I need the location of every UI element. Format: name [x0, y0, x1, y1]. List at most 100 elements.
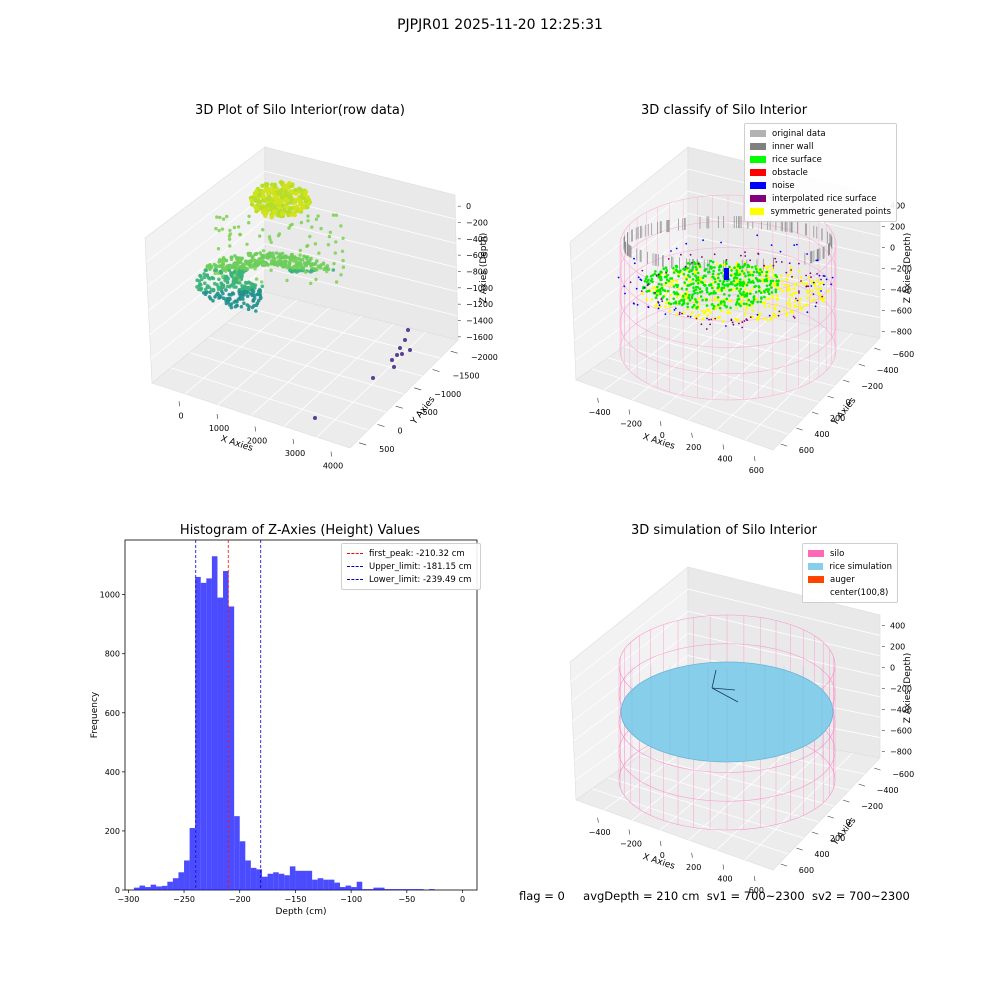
classify-gridline — [591, 368, 789, 435]
raw-point — [311, 266, 316, 271]
classify-rice-surface-point — [720, 300, 723, 304]
classify-rice-surface-point — [705, 288, 708, 292]
classify-symmetric-point — [819, 287, 823, 291]
classify-rice-surface-point — [763, 295, 766, 299]
classify-rice-surface-point — [682, 273, 686, 276]
classify-noise-point — [624, 292, 626, 295]
raw-point — [313, 242, 318, 246]
classify-x-tick-label: −200 — [620, 420, 642, 429]
classify-rice-surface-point — [659, 278, 662, 282]
classify-rice-surface-point — [717, 285, 720, 289]
raw-point — [301, 267, 305, 271]
sim-y-axis-label: Y Axies — [830, 816, 859, 849]
classify-interpolated-point — [725, 259, 728, 261]
raw-point — [293, 197, 299, 202]
classify-rice-surface-point — [672, 267, 675, 270]
raw-point — [305, 256, 309, 261]
classify-rice-surface-point — [664, 281, 668, 285]
classify-interpolated-point — [791, 275, 793, 278]
classify-rice-surface-point — [687, 296, 690, 299]
classify-rice-surface-point — [759, 300, 762, 304]
sim-gridline — [687, 588, 881, 636]
histogram-bar — [156, 886, 162, 890]
raw-point — [232, 225, 237, 230]
raw-point — [304, 263, 309, 268]
classify-symmetric-point — [744, 308, 748, 312]
classify-symmetric-point — [793, 283, 797, 286]
histogram-title: Histogram of Z-Axies (Height) Values — [179, 523, 421, 538]
raw-point — [195, 278, 199, 283]
classify-noise-point — [664, 313, 667, 316]
raw-point — [235, 299, 239, 304]
classify-symmetric-point — [682, 276, 686, 280]
classify-symmetric-point — [761, 280, 765, 284]
classify-x-tick-mark — [722, 444, 724, 450]
classify-rice-surface-point — [711, 275, 714, 279]
histogram-bar — [245, 860, 251, 890]
raw-point — [317, 251, 321, 255]
classify-symmetric-point — [701, 309, 704, 313]
classify-legend: original data inner wall rice surface obsta… — [744, 123, 897, 222]
classify-symmetric-point — [726, 311, 729, 315]
classify-symmetric-point — [735, 306, 738, 310]
raw-y-tick-mark — [377, 424, 385, 427]
classify-rice-surface-point — [682, 267, 685, 271]
classify-symmetric-point — [723, 263, 726, 267]
classify-rice-surface-point — [735, 269, 738, 272]
classify-rice-surface-point — [740, 269, 744, 273]
classify-symmetric-point — [746, 306, 749, 309]
raw-point — [271, 191, 277, 196]
classify-rice-surface-point — [760, 270, 764, 274]
classify-rice-surface-point — [725, 262, 728, 266]
classify-gridline — [639, 335, 835, 387]
legend-label: first_peak: -210.32 cm — [369, 548, 465, 559]
classify-symmetric-point — [775, 298, 779, 301]
classify-rice-surface-point — [769, 279, 773, 283]
classify-symmetric-point — [775, 294, 779, 297]
classify-rice-surface-point — [682, 298, 686, 301]
sim-x-tick-mark — [628, 829, 630, 835]
classify-rice-surface-point — [743, 272, 746, 275]
classify-interpolated-point — [816, 273, 818, 275]
raw-point — [195, 285, 199, 289]
classify-rice-surface-point — [709, 265, 713, 269]
raw-point — [258, 205, 264, 211]
classify-rice-surface-point — [744, 274, 747, 278]
classify-noise-point — [623, 285, 626, 288]
raw-point — [238, 275, 242, 279]
classify-rice-surface-point — [691, 272, 695, 276]
classify-rice-surface-point — [758, 279, 761, 282]
classify-rice-surface-point — [765, 288, 768, 291]
raw-point — [249, 198, 254, 204]
classify-rice-surface-point — [711, 286, 714, 290]
classify-rice-surface-point — [711, 260, 715, 264]
histogram-y-tick-label: 0 — [115, 886, 120, 895]
classify-rice-surface-point — [680, 287, 684, 290]
histogram-bar — [345, 885, 352, 890]
raw-x-tick-mark — [254, 426, 256, 432]
raw-outlier-point — [398, 346, 402, 350]
raw-y-tick-label: −500 — [416, 408, 438, 417]
classify-rice-surface-point — [682, 300, 685, 303]
classify-x-tick-label: 0 — [660, 431, 665, 440]
classify-symmetric-point — [788, 298, 791, 302]
classify-y-tick-mark — [796, 427, 803, 431]
classify-rice-surface-point — [673, 292, 677, 296]
raw-y-tick-mark — [359, 442, 367, 446]
classify-rice-surface-point — [734, 303, 738, 306]
classify-symmetric-point — [773, 306, 777, 310]
sim-gridline — [591, 788, 789, 855]
raw-point — [325, 269, 329, 274]
raw-point — [215, 215, 219, 219]
classify-interpolated-point — [749, 259, 751, 262]
raw-point — [341, 236, 345, 240]
raw-point — [297, 207, 303, 212]
classify-noise-point — [689, 315, 692, 318]
classify-rice-surface-point — [697, 279, 700, 282]
raw-point — [203, 268, 208, 273]
sim-gridline — [716, 747, 826, 851]
histogram-x-tick-label: −50 — [398, 895, 415, 904]
histogram-bar — [306, 870, 313, 890]
classify-noise-point — [657, 301, 660, 304]
classify-rice-surface-point — [647, 289, 651, 293]
